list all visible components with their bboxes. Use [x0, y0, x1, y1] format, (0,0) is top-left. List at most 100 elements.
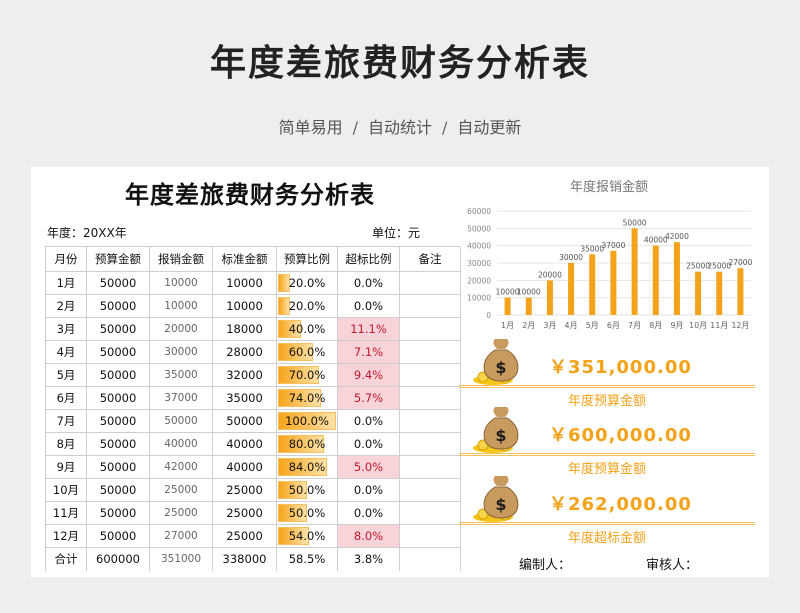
cell-reimb: 37000 — [149, 386, 213, 410]
cell-standard: 10000 — [212, 271, 277, 295]
ratio-bar — [278, 389, 321, 407]
money-bag-icon: $ — [473, 407, 519, 453]
separator: / — [442, 118, 448, 137]
table-row: 11月 50000 25000 25000 50.0% 0.0% — [45, 501, 461, 525]
col-header-note: 备注 — [399, 246, 461, 272]
spreadsheet: 年度差旅费财务分析表 年度：20XX年 单位：元 月份 预算金额 报销金额 标准… — [31, 167, 769, 577]
ratio-label: 100.0% — [285, 414, 329, 428]
kpi-amount: ￥600,000.00 — [549, 425, 692, 446]
col-header-standard: 标准金额 — [212, 246, 277, 272]
data-label: 25000 — [707, 262, 731, 271]
bar — [631, 228, 638, 315]
cell-note — [399, 455, 461, 479]
y-tick-label: 0 — [486, 311, 491, 320]
cell-month: 10月 — [45, 478, 87, 502]
sheet-title: 年度差旅费财务分析表 — [125, 181, 375, 209]
total-row: 合计 600000 351000 338000 58.5% 3.8% — [45, 547, 461, 571]
cell-reimb: 25000 — [149, 478, 213, 502]
cell-month: 1月 — [45, 271, 87, 295]
cell-ratio: 70.0% — [276, 363, 338, 387]
cell-standard: 18000 — [212, 317, 277, 341]
x-tick-label: 2月 — [522, 321, 535, 330]
cell-budget: 50000 — [86, 386, 150, 410]
cell-over: 0.0% — [337, 432, 400, 456]
ratio-label: 50.0% — [288, 483, 326, 497]
cell-ratio: 50.0% — [276, 478, 338, 502]
money-bag-icon: $ — [473, 476, 519, 522]
cell-standard: 10000 — [212, 294, 277, 318]
kpi-caption: 年度超标金额 — [567, 531, 646, 546]
cell-over: 0.0% — [337, 478, 400, 502]
separator: / — [352, 118, 358, 137]
cell-budget: 50000 — [86, 432, 150, 456]
total-budget: 600000 — [86, 547, 150, 571]
cell-standard: 35000 — [212, 386, 277, 410]
year-label: 年度：20XX年 — [47, 226, 127, 240]
bar — [673, 242, 680, 315]
bar — [568, 263, 575, 315]
cell-note — [399, 501, 461, 525]
cell-over: 7.1% — [337, 340, 400, 364]
cell-month: 7月 — [45, 409, 87, 433]
bar — [716, 271, 723, 315]
svg-text:$: $ — [495, 426, 506, 445]
data-label: 30000 — [559, 253, 583, 262]
hero-title: 年度差旅费财务分析表 — [209, 43, 590, 84]
ratio-bar — [278, 435, 325, 453]
cell-over: 0.0% — [337, 409, 400, 433]
data-label: 40000 — [644, 236, 668, 245]
ratio-label: 54.0% — [288, 529, 326, 543]
bar — [610, 250, 617, 315]
divider — [459, 453, 755, 456]
cell-budget: 50000 — [86, 501, 150, 525]
cell-reimb: 27000 — [149, 524, 213, 548]
bar — [504, 297, 511, 315]
cell-over: 0.0% — [337, 271, 400, 295]
cell-ratio: 50.0% — [276, 501, 338, 525]
bar — [589, 254, 596, 315]
cell-reimb: 42000 — [149, 455, 213, 479]
x-tick-label: 5月 — [586, 321, 599, 330]
cell-month: 12月 — [45, 524, 87, 548]
cell-month: 9月 — [45, 455, 87, 479]
ratio-bar — [278, 458, 327, 476]
total-standard: 338000 — [212, 547, 277, 571]
y-tick-label: 50000 — [467, 224, 491, 233]
cell-budget: 50000 — [86, 524, 150, 548]
cell-budget: 50000 — [86, 340, 150, 364]
cell-ratio: 54.0% — [276, 524, 338, 548]
cell-standard: 25000 — [212, 501, 277, 525]
total-over: 3.8% — [337, 547, 400, 571]
cell-ratio: 20.0% — [276, 271, 338, 295]
ratio-bar — [278, 481, 307, 499]
x-tick-label: 12月 — [731, 321, 749, 330]
ratio-label: 70.0% — [288, 368, 326, 382]
kpi-amount: ￥262,000.00 — [549, 494, 692, 515]
table-row: 1月 50000 10000 10000 20.0% 0.0% — [45, 271, 461, 295]
cell-over: 0.0% — [337, 294, 400, 318]
x-tick-label: 7月 — [628, 321, 641, 330]
kpi-card: $ ￥351,000.00 年度预算金额 — [459, 337, 755, 409]
total-ratio: 58.5% — [276, 547, 338, 571]
data-label: 35000 — [580, 244, 604, 253]
ratio-bar — [278, 320, 302, 338]
cell-budget: 50000 — [86, 317, 150, 341]
ratio-label: 40.0% — [288, 322, 326, 336]
cell-reimb: 10000 — [149, 294, 213, 318]
cell-over: 8.0% — [337, 524, 400, 548]
x-tick-label: 6月 — [607, 321, 620, 330]
editor-signature: 编制人： — [519, 558, 572, 573]
cell-note — [399, 409, 461, 433]
table-row: 5月 50000 35000 32000 70.0% 9.4% — [45, 363, 461, 387]
x-tick-label: 9月 — [670, 321, 683, 330]
table-row: 6月 50000 37000 35000 74.0% 5.7% — [45, 386, 461, 410]
data-label: 27000 — [728, 258, 752, 267]
cell-ratio: 20.0% — [276, 294, 338, 318]
cell-note — [399, 478, 461, 502]
cell-budget: 50000 — [86, 455, 150, 479]
bar — [695, 271, 702, 315]
ratio-label: 60.0% — [288, 345, 326, 359]
x-tick-label: 10月 — [689, 321, 707, 330]
cell-over: 11.1% — [337, 317, 400, 341]
bar — [652, 245, 659, 315]
